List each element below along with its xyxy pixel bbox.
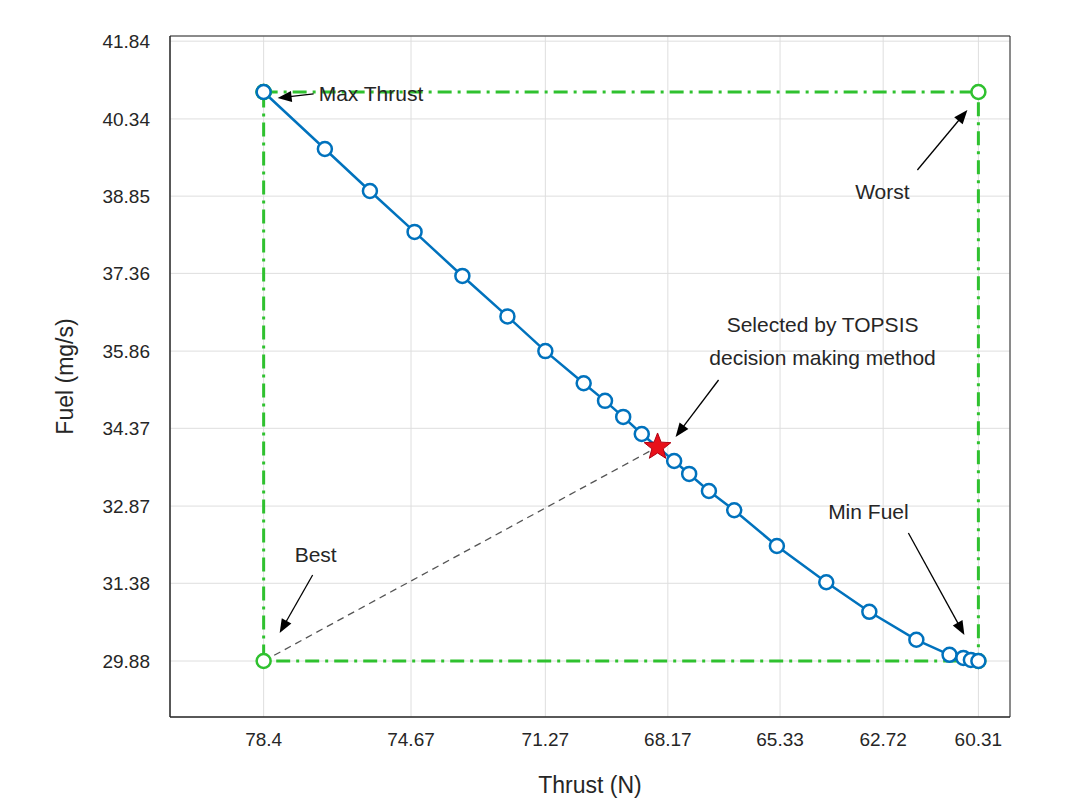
svg-text:34.37: 34.37 bbox=[102, 418, 150, 439]
svg-text:Max Thrust: Max Thrust bbox=[319, 82, 424, 105]
svg-text:35.86: 35.86 bbox=[102, 341, 150, 362]
svg-text:Fuel (mg/s): Fuel (mg/s) bbox=[52, 318, 78, 434]
svg-text:38.85: 38.85 bbox=[102, 186, 150, 207]
svg-text:Selected by TOPSIS: Selected by TOPSIS bbox=[727, 313, 919, 336]
svg-text:78.4: 78.4 bbox=[245, 729, 282, 750]
svg-text:Thrust (N): Thrust (N) bbox=[538, 772, 642, 798]
svg-text:31.38: 31.38 bbox=[102, 573, 150, 594]
svg-text:60.31: 60.31 bbox=[955, 729, 1003, 750]
svg-text:37.36: 37.36 bbox=[102, 263, 150, 284]
svg-text:decision making method: decision making method bbox=[709, 346, 935, 369]
svg-text:Min Fuel: Min Fuel bbox=[828, 500, 909, 523]
svg-text:65.33: 65.33 bbox=[756, 729, 804, 750]
svg-text:32.87: 32.87 bbox=[102, 496, 150, 517]
svg-text:Worst: Worst bbox=[855, 180, 910, 203]
svg-text:Best: Best bbox=[295, 543, 337, 566]
svg-text:74.67: 74.67 bbox=[387, 729, 435, 750]
svg-text:40.34: 40.34 bbox=[102, 109, 150, 130]
svg-text:68.17: 68.17 bbox=[644, 729, 692, 750]
svg-text:62.72: 62.72 bbox=[859, 729, 907, 750]
svg-text:29.88: 29.88 bbox=[102, 651, 150, 672]
svg-text:71.27: 71.27 bbox=[522, 729, 570, 750]
svg-text:41.84: 41.84 bbox=[102, 31, 150, 52]
